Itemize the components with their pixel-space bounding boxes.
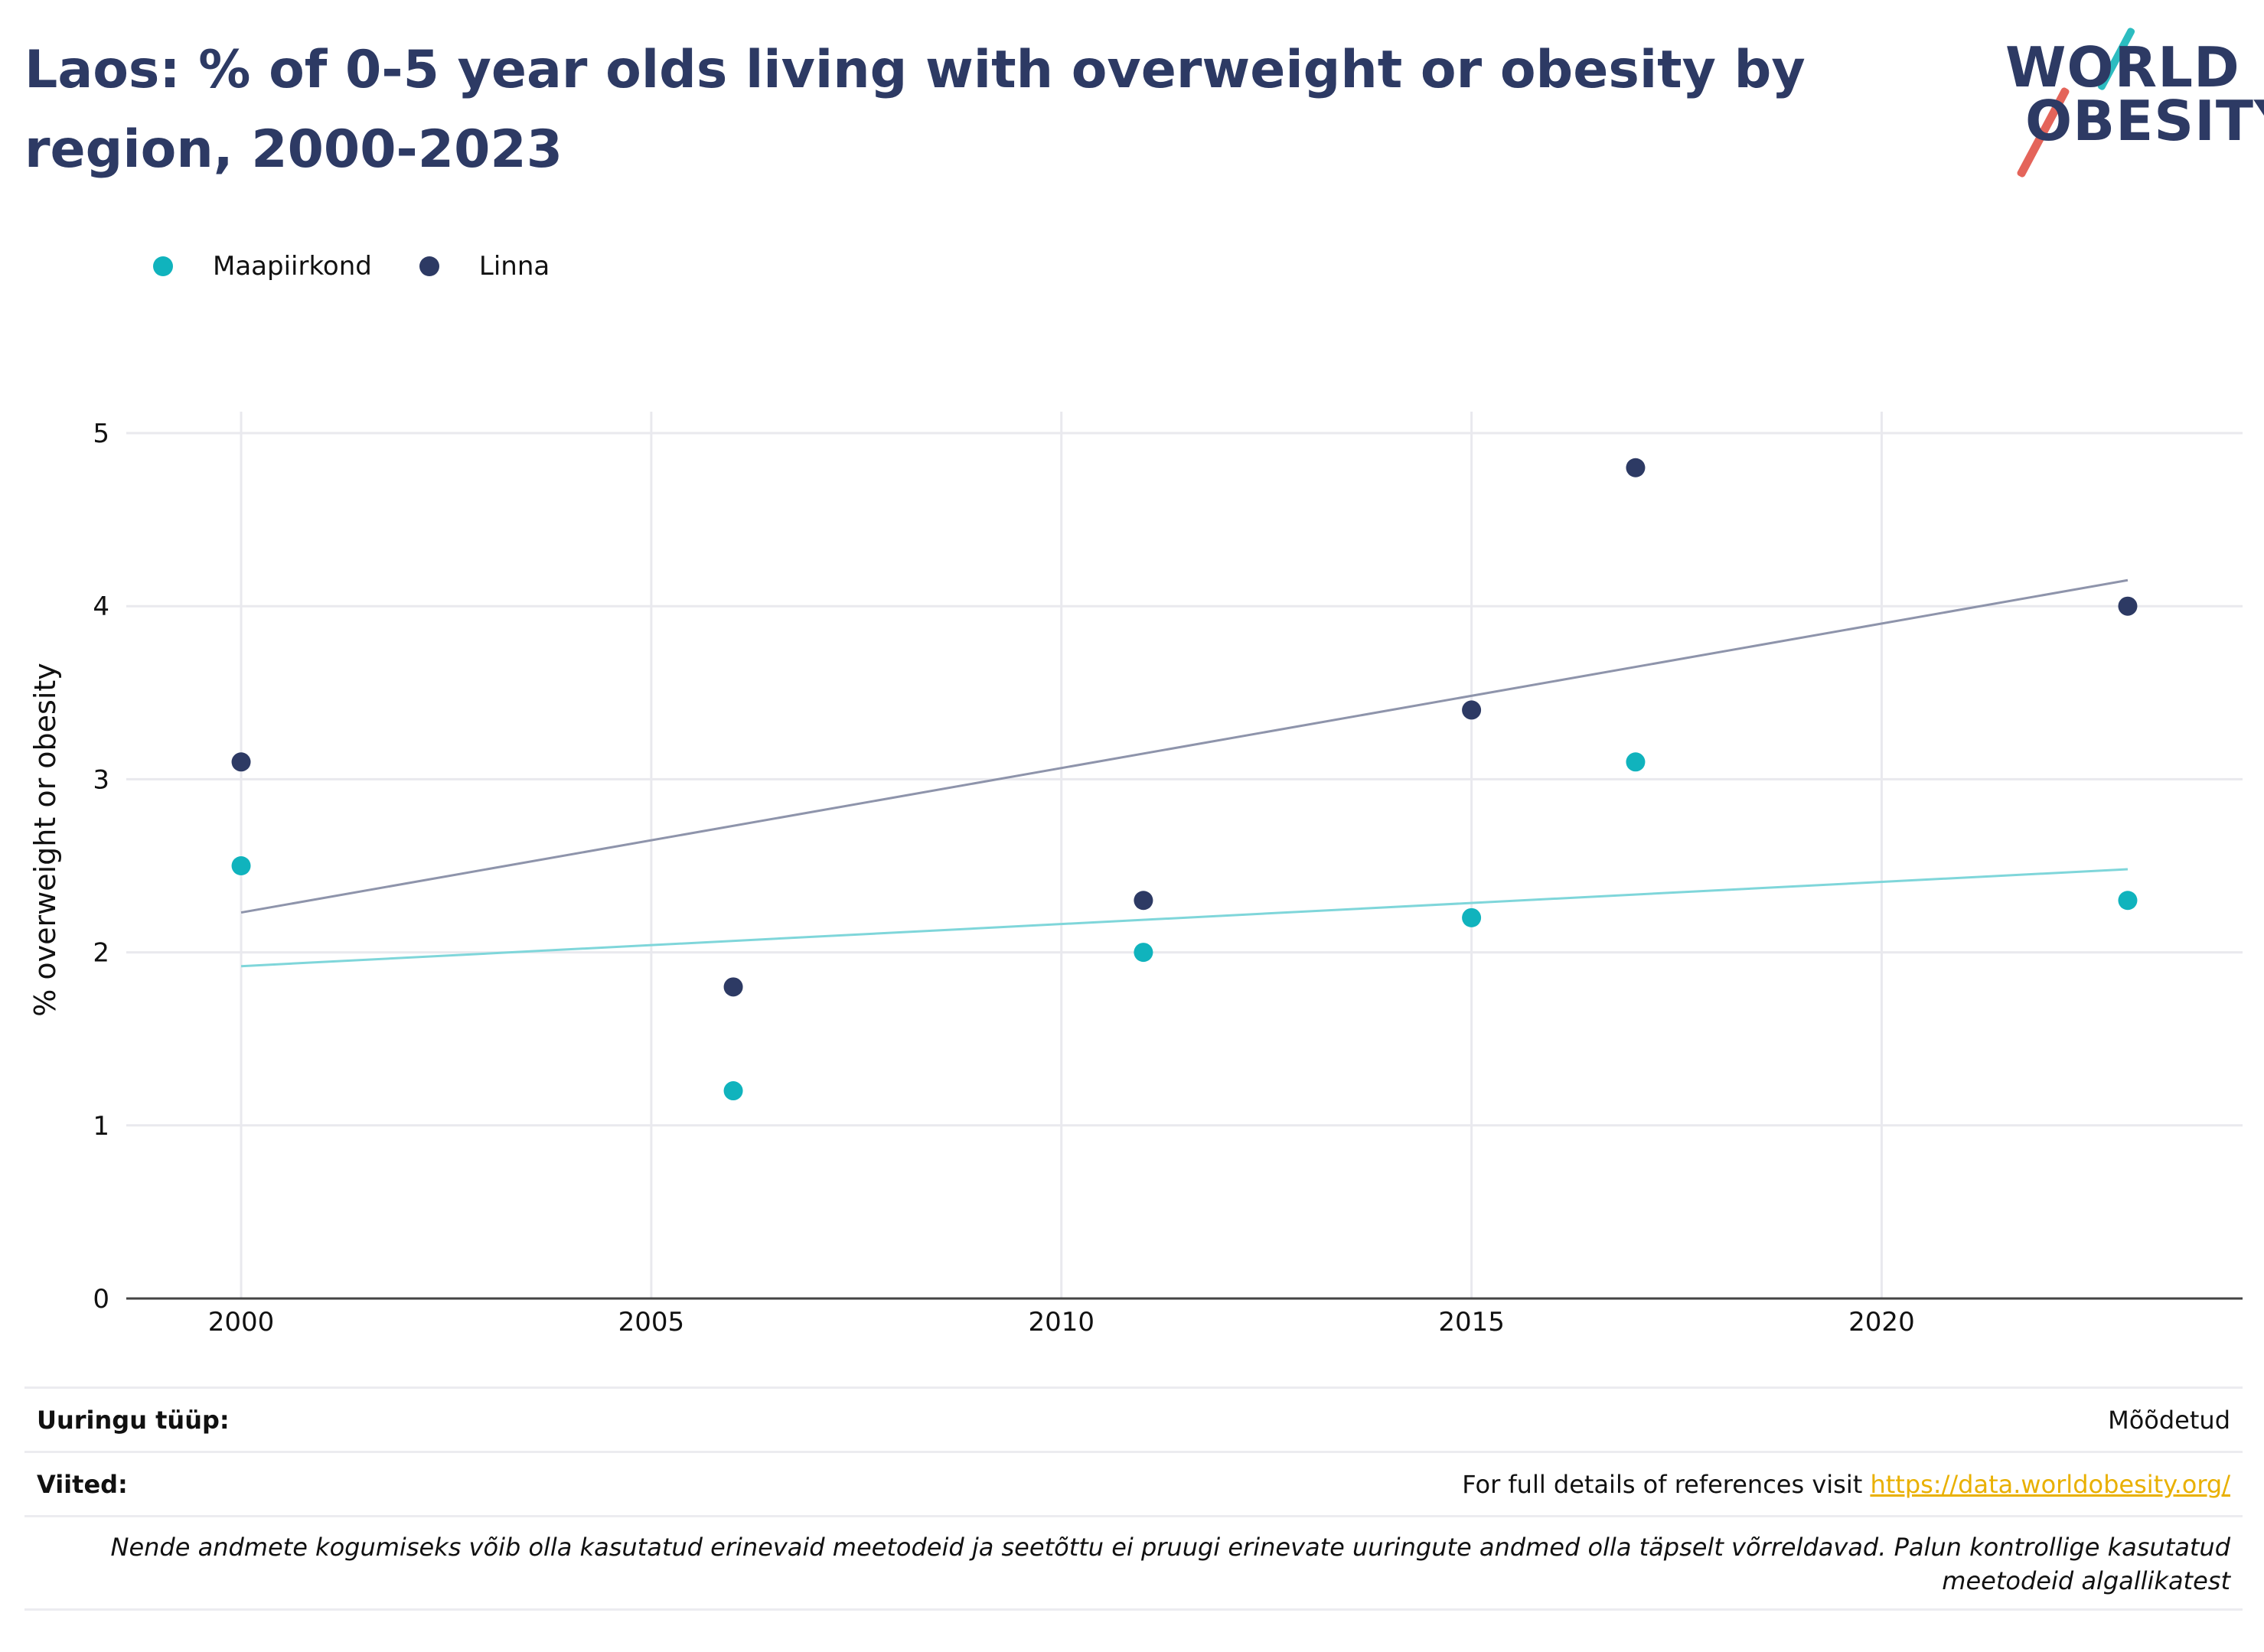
data-point-urban-2023[interactable] xyxy=(2118,596,2138,616)
legend-dot-rural xyxy=(153,256,173,276)
bottom-divider xyxy=(24,1608,2243,1611)
y-tick-label: 1 xyxy=(93,1111,109,1142)
y-tick-label: 4 xyxy=(93,591,109,622)
data-point-rural-2017[interactable] xyxy=(1626,752,1646,772)
references-row: Viited: For full details of references v… xyxy=(24,1451,2243,1517)
legend-dot-urban xyxy=(419,256,439,276)
legend-label-urban: Linna xyxy=(478,251,550,282)
x-tick-label: 2015 xyxy=(1438,1307,1505,1338)
data-point-urban-2011[interactable] xyxy=(1134,891,1153,911)
data-point-urban-2015[interactable] xyxy=(1462,700,1482,720)
y-tick-label: 5 xyxy=(93,419,109,449)
legend-item-rural[interactable]: Maapiirkond xyxy=(153,251,372,282)
y-axis-title: % overweight or obesity xyxy=(28,663,62,1017)
x-tick-label: 2020 xyxy=(1848,1307,1915,1338)
references-link[interactable]: https://data.worldobesity.org/ xyxy=(1870,1470,2230,1499)
x-tick-label: 2010 xyxy=(1028,1307,1094,1338)
note-divider xyxy=(24,1515,2243,1517)
x-tick-label: 2000 xyxy=(208,1307,275,1338)
world-obesity-logo: WORLD OBESITY xyxy=(1998,23,2264,178)
survey-type-row: Uuringu tüüp: Mõõdetud xyxy=(24,1386,2243,1453)
survey-type-value: Mõõdetud xyxy=(2108,1406,2230,1435)
data-point-rural-2015[interactable] xyxy=(1462,907,1482,927)
references-label: Viited: xyxy=(37,1470,128,1499)
trend-line-urban xyxy=(240,578,2129,914)
data-point-rural-2006[interactable] xyxy=(723,1081,743,1101)
methodology-note: Nende andmete kogumiseks võib olla kasut… xyxy=(110,1533,2231,1595)
y-tick-label: 2 xyxy=(93,938,109,969)
data-point-urban-2000[interactable] xyxy=(231,752,251,772)
point-layer xyxy=(231,458,2138,1101)
y-tick-label: 3 xyxy=(93,764,109,795)
data-point-rural-2011[interactable] xyxy=(1134,943,1153,963)
chart-title: Laos: % of 0-5 year olds living with ove… xyxy=(24,40,1806,180)
axis-layer: 2000 2005 2010 2015 2020 0 1 2 3 4 5 % overweight o… xyxy=(28,419,2243,1338)
data-point-urban-2017[interactable] xyxy=(1626,458,1646,477)
logo-line-2: OBESITY xyxy=(2025,89,2264,153)
y-tick-label: 0 xyxy=(93,1284,109,1315)
data-point-urban-2006[interactable] xyxy=(723,977,743,997)
chart-legend: Maapiirkond Linna xyxy=(153,251,597,282)
survey-type-label: Uuringu tüüp: xyxy=(37,1406,230,1435)
legend-item-urban[interactable]: Linna xyxy=(419,251,550,282)
logo-line-1: WORLD xyxy=(2005,35,2240,99)
trend-layer xyxy=(240,578,2129,968)
data-point-rural-2000[interactable] xyxy=(231,856,251,875)
scatter-chart: 2000 2005 2010 2015 2020 0 1 2 3 4 5 % overweight o… xyxy=(28,412,2243,1338)
references-text: For full details of references visit xyxy=(1462,1470,1871,1499)
grid-layer xyxy=(126,412,2243,1298)
data-point-rural-2023[interactable] xyxy=(2118,891,2138,911)
trend-line-rural xyxy=(240,868,2129,968)
x-tick-label: 2005 xyxy=(618,1307,685,1338)
legend-label-rural: Maapiirkond xyxy=(213,251,372,282)
references-value: For full details of references visit htt… xyxy=(1462,1470,2230,1499)
